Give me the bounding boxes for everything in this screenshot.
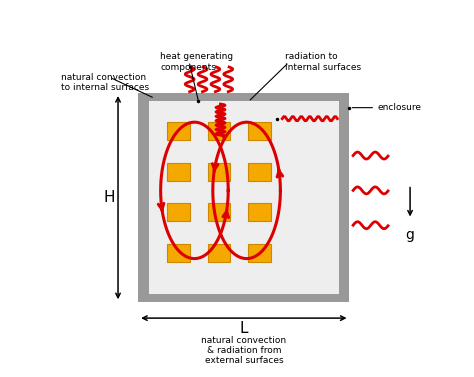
Text: enclosure: enclosure — [377, 103, 421, 112]
Text: natural convection
to internal surfaces: natural convection to internal surfaces — [61, 73, 149, 92]
Bar — [208, 244, 230, 262]
Bar — [167, 122, 190, 140]
Text: H: H — [103, 190, 115, 205]
Text: g: g — [406, 228, 414, 242]
Bar — [167, 244, 190, 262]
Bar — [248, 122, 271, 140]
Bar — [248, 244, 271, 262]
Text: L: L — [239, 321, 248, 336]
Bar — [148, 101, 339, 294]
Bar — [208, 203, 230, 221]
Bar — [248, 203, 271, 221]
Text: radiation to
internal surfaces: radiation to internal surfaces — [285, 52, 361, 72]
Bar — [138, 93, 349, 302]
Bar — [167, 162, 190, 181]
Bar — [208, 122, 230, 140]
Text: natural convection
& radiation from
external surfaces: natural convection & radiation from exte… — [201, 336, 286, 365]
Bar — [167, 203, 190, 221]
Bar — [208, 162, 230, 181]
Bar — [248, 162, 271, 181]
Text: heat generating
components: heat generating components — [160, 52, 233, 72]
